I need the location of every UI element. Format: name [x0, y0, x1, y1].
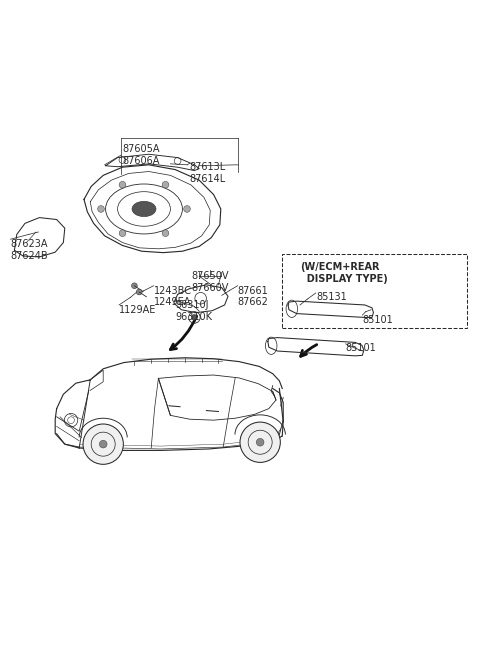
Circle shape [162, 230, 169, 237]
Circle shape [162, 182, 169, 188]
Circle shape [97, 205, 104, 213]
Text: DISPLAY TYPE): DISPLAY TYPE) [300, 274, 388, 284]
Text: 85101: 85101 [362, 315, 393, 325]
Circle shape [240, 422, 280, 462]
Text: 1243BC
1249EA: 1243BC 1249EA [154, 286, 192, 308]
Circle shape [132, 283, 137, 289]
Text: 96310J
96310K: 96310J 96310K [175, 300, 212, 321]
Text: 87605A
87606A: 87605A 87606A [122, 144, 160, 166]
Circle shape [184, 205, 191, 213]
Text: 1129AE: 1129AE [119, 305, 156, 315]
Text: (W/ECM+REAR: (W/ECM+REAR [300, 262, 380, 272]
Ellipse shape [132, 201, 156, 216]
Bar [282, 254, 467, 328]
Circle shape [119, 230, 126, 237]
Text: 85131: 85131 [317, 292, 348, 302]
Text: 87613L
87614L: 87613L 87614L [190, 163, 226, 184]
Text: 87623A
87624B: 87623A 87624B [11, 239, 48, 261]
Text: 85101: 85101 [346, 343, 376, 354]
Circle shape [119, 182, 126, 188]
Circle shape [83, 424, 123, 464]
Text: 87650V
87660V: 87650V 87660V [191, 272, 228, 293]
Circle shape [99, 440, 107, 448]
Circle shape [136, 289, 142, 295]
Circle shape [256, 438, 264, 446]
Circle shape [192, 315, 197, 320]
Text: 87661
87662: 87661 87662 [238, 286, 268, 308]
